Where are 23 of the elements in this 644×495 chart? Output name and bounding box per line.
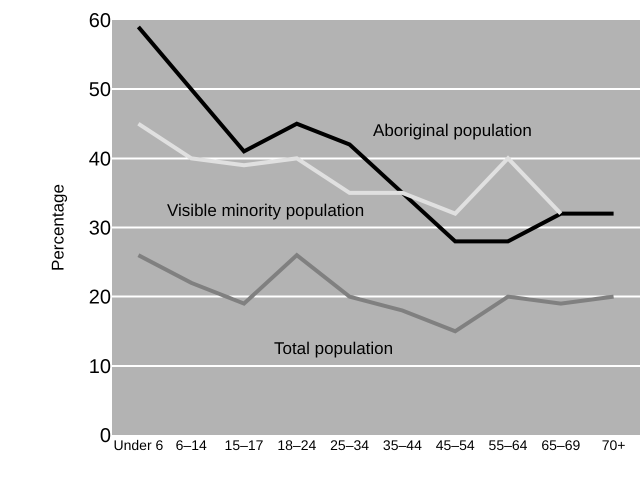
- y-tick-label: 0: [100, 425, 111, 447]
- x-tick-label: 35–44: [382, 437, 422, 453]
- x-tick-label: 18–24: [277, 437, 316, 453]
- x-tick-label: 45–54: [436, 437, 475, 453]
- x-tick-label: 6–14: [176, 437, 207, 453]
- y-tick-label: 40: [88, 148, 111, 170]
- x-tick-label: 70+: [602, 437, 626, 453]
- y-tick-label: 30: [88, 218, 111, 240]
- y-tick-label: 10: [88, 356, 111, 378]
- series-label: Aboriginal population: [373, 121, 532, 140]
- x-tick-label: 65–69: [541, 437, 580, 453]
- x-tick-label: 55–64: [488, 437, 528, 453]
- series-label: Total population: [274, 339, 394, 358]
- y-tick-label: 50: [88, 79, 111, 102]
- y-axis-title: Percentage: [48, 184, 68, 271]
- series-label: Visible minority population: [167, 201, 364, 220]
- line-series: [136, 24, 616, 244]
- x-tick-label: 25–34: [330, 437, 370, 453]
- line-series: [136, 253, 616, 334]
- x-tick-label: Under 6: [113, 437, 164, 453]
- y-tick-label: 20: [88, 286, 111, 309]
- x-tick-label: 15–17: [224, 437, 264, 453]
- y-tick-label: 60: [88, 10, 111, 32]
